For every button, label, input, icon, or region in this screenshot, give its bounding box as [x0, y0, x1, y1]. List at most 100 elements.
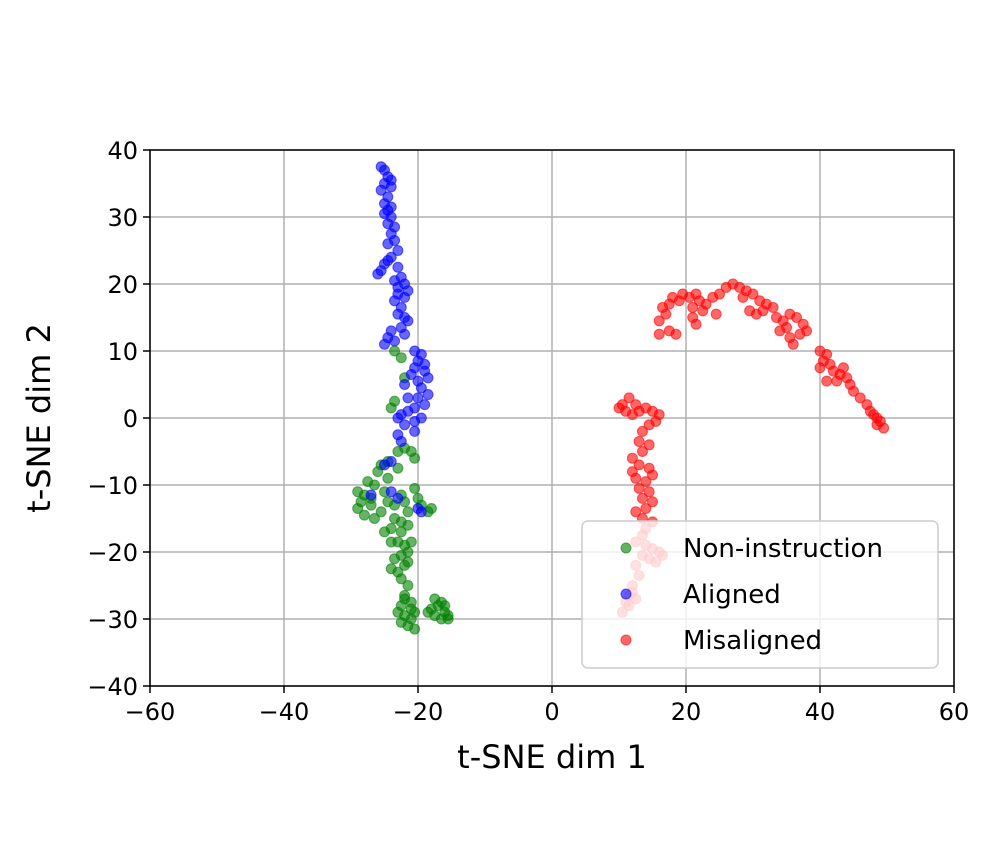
data-point [405, 603, 417, 615]
data-point [422, 372, 434, 384]
data-points [352, 161, 890, 635]
data-point [379, 338, 390, 350]
data-point [395, 352, 407, 364]
data-point [633, 435, 645, 447]
y-axis-ticks: −40 −30 −20 −10 0 10 20 30 40 [87, 137, 150, 701]
data-point [626, 452, 638, 464]
data-point [837, 362, 849, 374]
legend-box [581, 520, 939, 669]
data-point [422, 389, 434, 401]
data-point [415, 412, 427, 424]
data-point [640, 502, 652, 514]
data-point [385, 486, 397, 498]
data-point [409, 425, 421, 437]
legend-item: Misaligned [620, 626, 822, 656]
legend-item: Aligned [620, 580, 781, 610]
data-point [382, 255, 394, 267]
data-point [375, 506, 387, 518]
data-point [643, 486, 655, 498]
data-point [402, 506, 414, 518]
data-point [767, 301, 779, 313]
x-tick-label: −20 [393, 698, 444, 726]
data-point [737, 291, 749, 303]
data-point [687, 312, 699, 323]
data-point [784, 308, 796, 320]
y-tick-label: 0 [123, 405, 138, 433]
data-point [405, 368, 417, 380]
x-tick-label: 40 [805, 698, 836, 726]
data-point [848, 385, 859, 397]
data-point [714, 288, 725, 300]
data-point [389, 345, 401, 357]
data-point [402, 519, 414, 531]
data-point [633, 459, 645, 471]
data-point [402, 546, 414, 558]
data-point [687, 301, 699, 313]
y-tick-label: 20 [107, 271, 138, 299]
legend-label: Non-instruction [683, 534, 883, 564]
data-point [399, 593, 411, 605]
data-point [409, 482, 421, 494]
data-point [382, 472, 394, 484]
y-tick-label: 30 [107, 204, 138, 232]
data-point [392, 245, 404, 256]
y-tick-label: 40 [107, 137, 138, 165]
data-point [372, 466, 384, 478]
data-point [385, 536, 397, 548]
data-point [419, 399, 431, 411]
data-point [643, 439, 655, 451]
data-point [399, 379, 411, 390]
data-point [831, 375, 843, 387]
data-point [640, 476, 652, 488]
data-point [630, 506, 642, 518]
data-point [787, 338, 799, 350]
data-point [382, 204, 394, 216]
y-tick-label: −20 [87, 539, 138, 567]
x-tick-label: −60 [125, 698, 176, 726]
legend-marker [620, 542, 632, 554]
data-point [402, 315, 414, 327]
data-point [422, 606, 434, 618]
legend-label: Aligned [683, 580, 781, 610]
data-point [801, 325, 813, 337]
legend-label: Misaligned [683, 626, 822, 656]
data-point [395, 526, 407, 538]
data-point [710, 308, 722, 320]
data-point [379, 526, 390, 538]
data-point [814, 362, 826, 374]
data-point [402, 392, 414, 404]
x-tick-label: 0 [544, 698, 559, 726]
data-point [409, 452, 421, 464]
y-tick-label: −30 [87, 606, 138, 634]
data-point [700, 298, 712, 310]
data-point [442, 610, 454, 622]
data-point [392, 412, 404, 424]
data-point [643, 419, 655, 431]
data-point [395, 435, 407, 447]
data-point [633, 482, 645, 494]
x-tick-label: 60 [939, 698, 970, 726]
data-point [379, 459, 390, 471]
legend-marker [620, 588, 632, 600]
data-point [439, 600, 451, 612]
data-point [385, 174, 397, 186]
data-point [399, 419, 411, 431]
x-axis-label: t-SNE dim 1 [457, 738, 647, 776]
data-point [412, 502, 424, 514]
data-point [392, 261, 404, 273]
y-tick-label: −40 [87, 673, 138, 701]
data-point [389, 513, 401, 524]
data-point [774, 325, 786, 337]
data-point [653, 315, 665, 327]
data-point [399, 328, 411, 340]
data-point [389, 553, 401, 565]
data-point [395, 573, 407, 585]
data-point [647, 469, 658, 481]
x-tick-label: −40 [259, 698, 310, 726]
data-point [402, 580, 414, 591]
data-point [372, 268, 384, 280]
x-axis-ticks: −60 −40 −20 0 20 40 60 [125, 686, 970, 726]
y-tick-label: 10 [107, 338, 138, 366]
data-point [382, 238, 394, 250]
data-point [670, 328, 682, 340]
